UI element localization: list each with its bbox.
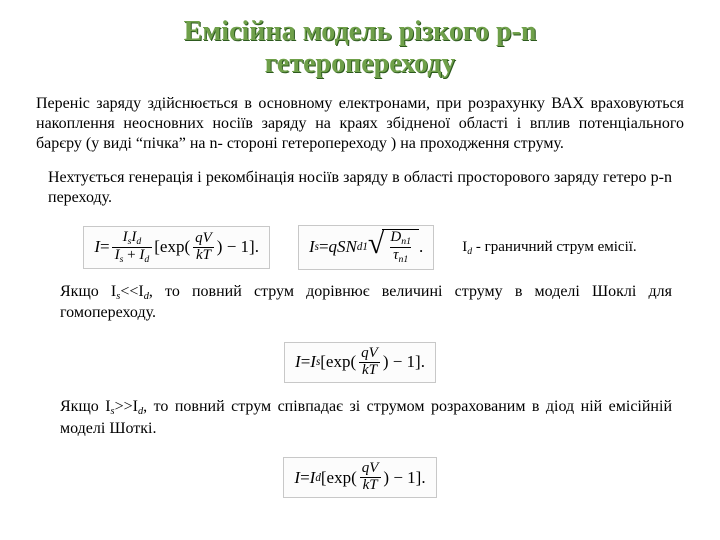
equation-is: Is = qSNd1 Dn1 τn1 . (298, 225, 434, 269)
equation-row-3: I = Id [exp( qV kT ) − 1]. (36, 453, 684, 503)
paragraph-2: Нехтується генерація і рекомбінація носі… (48, 168, 672, 208)
equation-shockley: I = Is [exp( qV kT ) − 1]. (284, 342, 436, 383)
paragraph-4: Якщо Is>>Id, то повний струм співпадає з… (60, 397, 672, 438)
equation-schottky: I = Id [exp( qV kT ) − 1]. (283, 457, 436, 498)
sqrt-icon: Dn1 τn1 (368, 229, 419, 265)
fraction-qv-kt: qV kT (192, 231, 215, 264)
title-line-2: гетеропереходу (265, 48, 456, 79)
slide: Емісійна модель різкого p-n гетероперехо… (0, 0, 720, 540)
equation-main: I = IsId Is + Id [exp( qV kT ) − 1]. (83, 226, 270, 269)
equation-row-1: I = IsId Is + Id [exp( qV kT ) − 1]. Is … (36, 222, 684, 272)
fraction-dn-tau: Dn1 τn1 (387, 230, 414, 265)
slide-title: Емісійна модель різкого p-n гетероперехо… (36, 16, 684, 80)
fraction-isid: IsId Is + Id (112, 230, 153, 265)
equation-row-2: I = Is [exp( qV kT ) − 1]. (36, 337, 684, 387)
title-line-1: Емісійна модель різкого p-n (184, 16, 537, 47)
paragraph-3: Якщо Is<<Id, то повний струм дорівнює ве… (60, 282, 672, 323)
equation-note-id: Id - граничний струм емісії. (462, 238, 636, 258)
paragraph-1: Переніс заряду здійснюється в основному … (36, 94, 684, 154)
